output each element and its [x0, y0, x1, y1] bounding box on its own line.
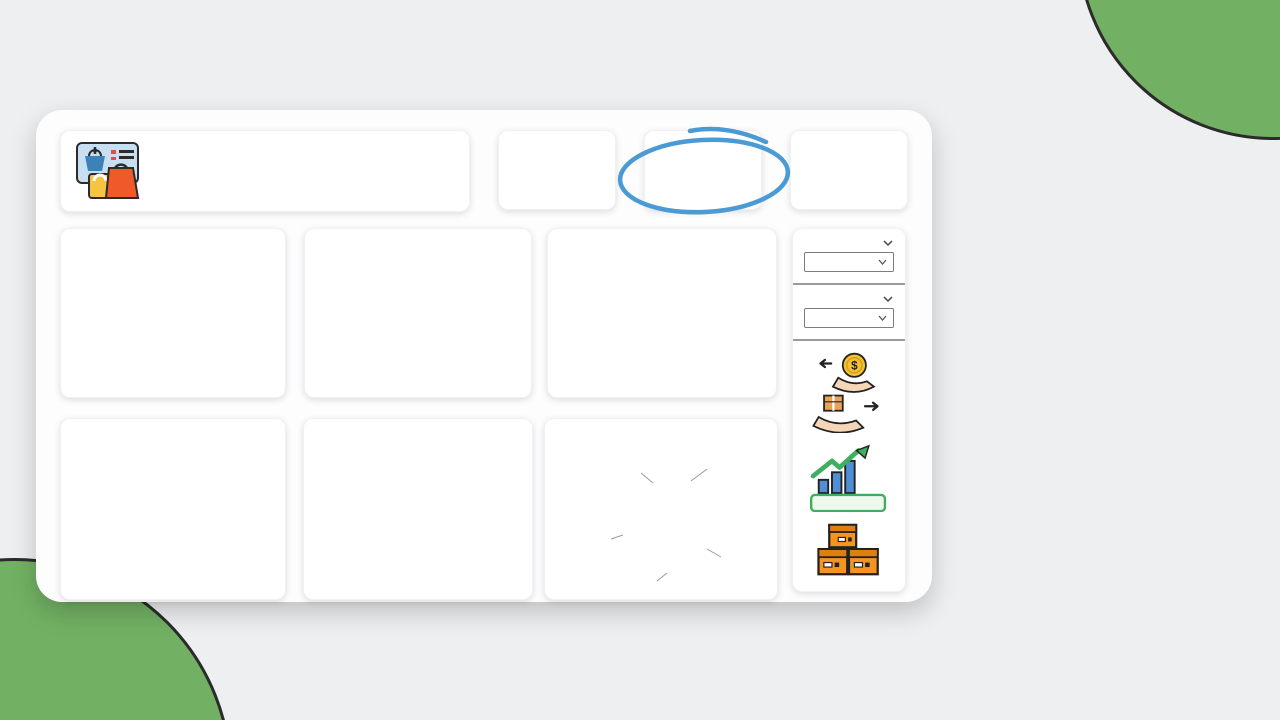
product-filter-header[interactable] [804, 295, 894, 303]
chart-payment-mode-distribution[interactable] [544, 418, 778, 600]
line-area-plot[interactable] [61, 237, 286, 379]
header-card [60, 130, 470, 212]
svg-text:$: $ [851, 361, 858, 373]
chart-title [61, 229, 285, 237]
chevron-down-icon [878, 315, 887, 321]
chart-title [304, 419, 532, 427]
chart-total-sales-over-time[interactable] [60, 228, 286, 398]
shopping-dashboard-icon [76, 142, 140, 199]
chart-title [305, 229, 531, 237]
date-filter-header[interactable] [804, 239, 894, 247]
chart-title [548, 229, 776, 237]
chevron-down-icon [878, 259, 887, 265]
chart-total-sales-by-category[interactable] [547, 228, 777, 398]
shipping-boxes-icon [817, 523, 879, 576]
product-filter-select[interactable] [804, 308, 894, 328]
bar-plot[interactable] [305, 237, 532, 379]
profit-growth-icon [809, 444, 887, 512]
donut-hole [634, 494, 692, 552]
money-product-exchange-icon: $ [812, 352, 879, 433]
filter-panel: $ [792, 228, 906, 592]
kpi-total-quantity [790, 130, 908, 210]
kpi-total-profit [644, 130, 762, 210]
decor-icon-stack: $ [804, 351, 894, 579]
chart-title [61, 419, 285, 427]
chart-top-cities-by-sales[interactable] [303, 418, 533, 600]
donut-area [545, 447, 777, 599]
chevron-down-icon[interactable] [882, 239, 894, 247]
dashboard-card: $ [36, 110, 932, 602]
chevron-down-icon[interactable] [882, 295, 894, 303]
chart-top-products-by-sales[interactable] [60, 418, 286, 600]
decor-circle-top-right [1077, 0, 1280, 140]
chart-total-sales-by-region[interactable] [304, 228, 532, 398]
arabic-caption [952, 188, 1268, 308]
date-filter-select[interactable] [804, 252, 894, 272]
divider [793, 283, 905, 285]
kpi-total-sales [498, 130, 616, 210]
divider [793, 339, 905, 341]
chart-title [545, 419, 777, 427]
treemap-plot[interactable] [311, 449, 525, 591]
donut-chart[interactable] [609, 469, 717, 577]
header-text [141, 171, 455, 172]
